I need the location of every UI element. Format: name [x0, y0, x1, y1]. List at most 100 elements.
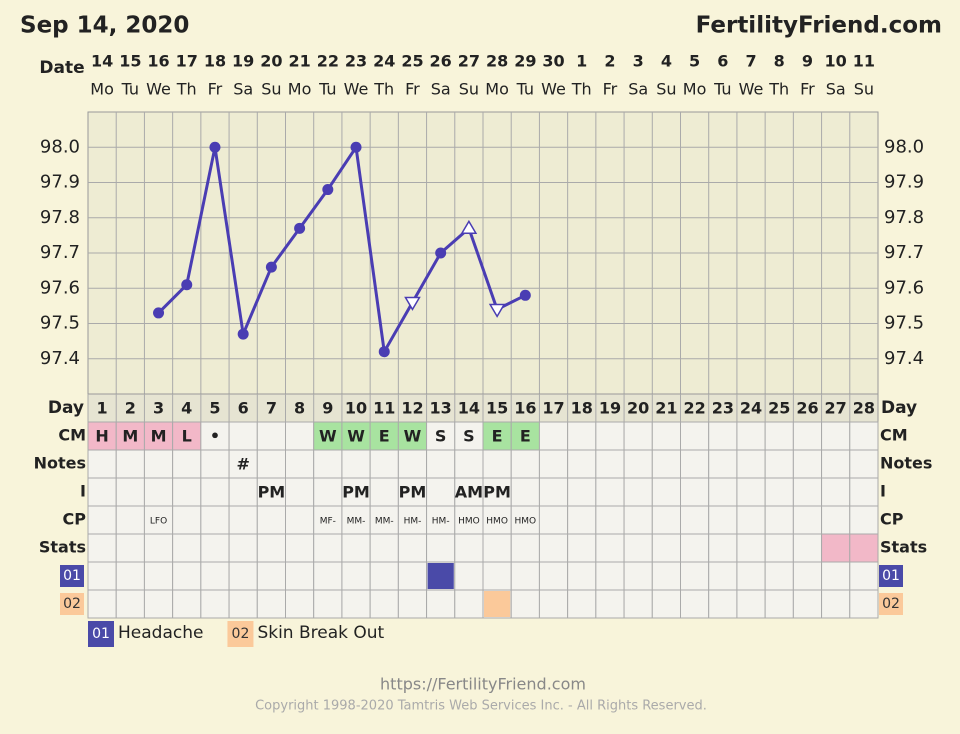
table-cell	[821, 477, 851, 507]
table-cell	[708, 477, 738, 507]
legend-box	[227, 621, 254, 647]
table-cell	[369, 561, 399, 591]
date-label: 27	[458, 52, 480, 71]
row-label: CM	[58, 426, 86, 445]
day-number: 21	[655, 399, 677, 418]
table-cell	[115, 449, 145, 479]
table-cell	[595, 533, 625, 563]
table-cell	[285, 449, 315, 479]
day-number: 10	[345, 399, 367, 418]
cell-text: HM-	[404, 517, 422, 527]
day-number: 23	[712, 399, 734, 418]
weekday-label: Sa	[431, 80, 451, 99]
table-cell	[680, 421, 710, 451]
cell-text: W	[404, 427, 422, 446]
row-code: 02	[63, 596, 81, 612]
date-label: 7	[745, 52, 756, 71]
table-cell	[708, 449, 738, 479]
date-label: 1	[576, 52, 587, 71]
weekday-label: Fr	[800, 80, 815, 99]
day-number: 1	[97, 399, 108, 418]
table-cell	[397, 477, 428, 507]
temp-point-open	[460, 219, 478, 234]
cell-text: H	[95, 427, 108, 446]
row-label-right: Day	[881, 398, 917, 418]
table-cell	[623, 505, 653, 535]
table-cell	[285, 561, 315, 591]
symptom-cell	[427, 563, 454, 589]
table-cell	[313, 533, 343, 563]
table-cell	[764, 533, 794, 563]
table-cell	[764, 449, 794, 479]
table-cell	[651, 589, 681, 619]
y-tick-label-right: 97.9	[884, 172, 924, 193]
table-cell	[595, 505, 625, 535]
table-cell	[313, 589, 343, 619]
table-cell	[849, 561, 879, 591]
table-cell	[313, 477, 343, 507]
table-cell	[285, 477, 315, 507]
row-code-right-box	[879, 565, 903, 587]
table-cell	[538, 589, 569, 619]
table-cell	[87, 449, 117, 479]
date-label: 9	[802, 52, 813, 71]
y-tick-label-right: 97.6	[884, 277, 924, 298]
table-cell	[849, 421, 879, 451]
date-label: 11	[853, 52, 875, 71]
date-label: 25	[401, 52, 423, 71]
cell-text: MM-	[347, 517, 366, 527]
weekday-label: Tu	[516, 80, 534, 99]
weekday-label: We	[344, 80, 369, 99]
table-cell	[680, 505, 710, 535]
table-cell	[87, 589, 117, 619]
table-cell	[256, 421, 286, 451]
table-cell	[680, 561, 710, 591]
weekday-label: We	[739, 80, 764, 99]
table-cell	[172, 533, 202, 563]
table-cell	[341, 505, 371, 535]
table-cell	[651, 533, 681, 563]
temp-point	[209, 141, 221, 153]
date-label: 17	[176, 52, 198, 71]
table-cell	[482, 533, 512, 563]
table-cell	[143, 561, 174, 591]
table-cell	[567, 477, 597, 507]
temp-point	[294, 222, 306, 234]
legend-label: Headache	[118, 623, 203, 643]
table-cell	[256, 533, 286, 563]
cell-text: LFO	[150, 517, 167, 527]
table-cell	[708, 505, 738, 535]
table-cell	[623, 421, 653, 451]
date-label: 2	[604, 52, 615, 71]
day-number: 4	[181, 399, 192, 418]
table-cell	[200, 449, 230, 479]
cell-text: MF-	[320, 517, 336, 527]
cell-text: PM	[483, 483, 511, 502]
row-label: Stats	[39, 538, 86, 557]
weekday-label: Su	[459, 80, 479, 99]
table-cell	[538, 477, 569, 507]
date-label: 18	[204, 52, 226, 71]
row-label: CP	[63, 510, 87, 529]
table-cell	[143, 505, 174, 535]
table-cell	[764, 477, 794, 507]
copyright: Copyright 1998-2020 Tamtris Web Services…	[255, 699, 707, 714]
row-code-right-box	[879, 593, 903, 615]
y-tick-label: 97.8	[40, 207, 80, 228]
weekday-label: Su	[656, 80, 676, 99]
table-cell	[567, 449, 597, 479]
cell-text: W	[347, 427, 365, 446]
table-cell	[792, 561, 823, 591]
table-cell	[228, 589, 258, 619]
date-label: 5	[689, 52, 700, 71]
date-label: 15	[119, 52, 141, 71]
table-cell	[510, 421, 540, 451]
table-cell	[369, 449, 399, 479]
table-cell	[538, 449, 569, 479]
table-cell	[680, 589, 710, 619]
table-cell	[426, 533, 456, 563]
day-number: 28	[853, 399, 875, 418]
site-name: FertilityFriend.com	[696, 13, 942, 39]
table-cell	[567, 505, 597, 535]
